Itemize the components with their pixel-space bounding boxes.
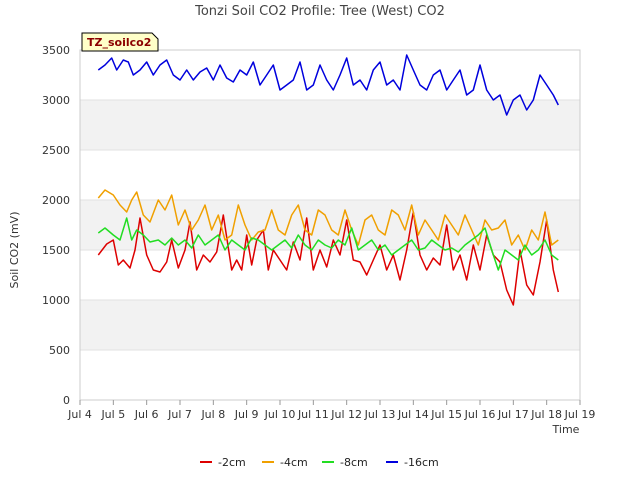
- x-tick-label: Jul 11: [297, 408, 329, 421]
- dataset-tag-box: [81, 32, 159, 52]
- y-tick-label: 0: [63, 394, 70, 407]
- dataset-tag-text: TZ_soilco2: [87, 36, 151, 49]
- x-tick-label: Jul 5: [100, 408, 125, 421]
- series-lines: [97, 54, 560, 306]
- legend: -2cm -4cm -8cm -16cm: [200, 456, 439, 469]
- y-tick-label: 2500: [42, 144, 70, 157]
- y-tick-label: 1500: [42, 244, 70, 257]
- x-tick-label: Jul 17: [497, 408, 529, 421]
- series-line-8cm: [97, 217, 559, 271]
- legend-label: -2cm: [218, 456, 246, 469]
- y-tick-label: 3500: [42, 44, 70, 57]
- series-line-2cm: [97, 211, 560, 306]
- series-line-16cm: [97, 54, 559, 116]
- grid-band: [80, 100, 580, 150]
- x-tick-label: Jul 18: [530, 408, 562, 421]
- x-tick-label: Jul 8: [200, 408, 225, 421]
- x-tick-label: Jul 6: [134, 408, 159, 421]
- y-tick-label: 1000: [42, 294, 70, 307]
- x-tick-label: Jul 16: [464, 408, 496, 421]
- y-tick-label: 3000: [42, 94, 70, 107]
- chart-title: Tonzi Soil CO2 Profile: Tree (West) CO2: [194, 4, 445, 19]
- plot-frame: [79, 49, 581, 401]
- x-tick-label: Jul 12: [330, 408, 362, 421]
- y-tick-label: 2000: [42, 194, 70, 207]
- x-tick-label: Jul 9: [234, 408, 259, 421]
- y-axis-label: Soil CO2 (mV): [8, 212, 21, 289]
- legend-label: -4cm: [280, 456, 308, 469]
- x-axis-label: Time: [552, 423, 580, 436]
- legend-label: -8cm: [340, 456, 368, 469]
- y-axis-ticks: 0 500 1000 1500 2000 2500 3000 3500: [42, 44, 70, 407]
- grid-band: [80, 300, 580, 350]
- dataset-tag: TZ_soilco2: [81, 32, 159, 52]
- x-tick-label: Jul 14: [397, 408, 429, 421]
- legend-label: -16cm: [404, 456, 439, 469]
- x-tick-label: Jul 19: [564, 408, 596, 421]
- x-tick-label: Jul 13: [364, 408, 396, 421]
- x-axis-ticks: Jul 4 Jul 5 Jul 6 Jul 7 Jul 8 Jul 9 Jul 10 Jul …: [67, 400, 595, 421]
- x-tick-label: Jul 7: [167, 408, 192, 421]
- x-tick-label: Jul 4: [67, 408, 92, 421]
- y-tick-label: 500: [49, 344, 70, 357]
- x-tick-label: Jul 10: [264, 408, 296, 421]
- x-tick-label: Jul 15: [430, 408, 462, 421]
